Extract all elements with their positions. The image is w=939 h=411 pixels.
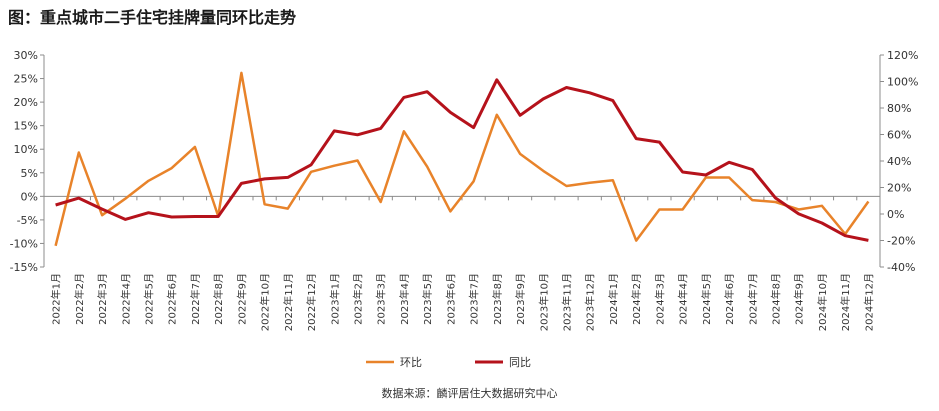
- right-y-tick-label: 120%: [887, 49, 918, 62]
- x-tick-label: 2024年3月: [653, 273, 666, 325]
- right-y-tick-label: -40%: [887, 261, 915, 274]
- left-y-tick-label: 0%: [21, 190, 38, 203]
- x-tick-label: 2022年7月: [189, 273, 202, 325]
- x-tick-label: 2022年4月: [119, 273, 132, 325]
- right-y-tick-label: 80%: [887, 102, 911, 115]
- x-tick-label: 2024年12月: [862, 273, 875, 331]
- x-tick-label: 2022年11月: [282, 273, 295, 331]
- axes-layer: [40, 54, 884, 268]
- x-tick-label: 2024年2月: [630, 273, 643, 325]
- x-tick-label: 2023年7月: [468, 273, 481, 325]
- series-lines: [54, 71, 870, 247]
- x-tick-label: 2023年11月: [561, 273, 574, 331]
- x-tick-label: 2024年7月: [746, 273, 759, 325]
- left-y-tick-label: -5%: [17, 214, 38, 227]
- x-tick-label: 2023年4月: [398, 273, 411, 325]
- x-tick-label: 2023年2月: [352, 273, 365, 325]
- x-tick-label: 2022年5月: [143, 273, 156, 325]
- x-tick-label: 2022年8月: [212, 273, 225, 325]
- x-tick-label: 2024年4月: [677, 273, 690, 325]
- right-y-tick-label: 0%: [887, 208, 904, 221]
- legend-label-mom: 环比: [400, 356, 422, 369]
- x-tick-label: 2024年10月: [816, 273, 829, 331]
- x-tick-label: 2024年6月: [723, 273, 736, 325]
- x-tick-label: 2022年9月: [235, 273, 248, 325]
- x-tick-labels: 2022年1月 2022年2月 2022年3月 2022年4月 2022年5月 2022年…: [50, 273, 876, 331]
- x-tick-label: 2022年6月: [166, 273, 179, 325]
- left-y-tick-label: 10%: [14, 143, 38, 156]
- chart-title: 图：重点城市二手住宅挂牌量同环比走势: [8, 8, 297, 27]
- x-tick-label: 2023年6月: [444, 273, 457, 325]
- right-y-tick-label: 20%: [887, 182, 911, 195]
- x-tick-label: 2022年10月: [259, 273, 272, 331]
- x-tick-label: 2024年5月: [700, 273, 713, 325]
- x-tick-label: 2023年8月: [491, 273, 504, 325]
- left-y-tick-label: 25%: [14, 73, 38, 86]
- left-y-tick-label: -10%: [10, 237, 38, 250]
- x-tick-label: 2023年3月: [375, 273, 388, 325]
- x-tick-label: 2022年2月: [73, 273, 86, 325]
- left-y-tick-labels: -15% -10% -5% 0% 5% 10% 15% 20% 25% 30%: [10, 49, 38, 274]
- left-y-tick-label: 5%: [21, 167, 38, 180]
- right-y-tick-labels: -40% -20% 0% 20% 40% 60% 80% 100% 120%: [887, 49, 918, 274]
- x-tick-label: 2023年9月: [514, 273, 527, 325]
- x-tick-label: 2023年10月: [537, 273, 550, 331]
- x-tick-label: 2023年1月: [328, 273, 341, 325]
- right-y-tick-label: 60%: [887, 129, 911, 142]
- right-y-tick-label: -20%: [887, 235, 915, 248]
- x-tick-label: 2023年12月: [584, 273, 597, 331]
- x-tick-label: 2024年9月: [793, 273, 806, 325]
- right-y-tick-label: 100%: [887, 76, 918, 89]
- source-note: 数据来源：麟评居住大数据研究中心: [381, 387, 558, 400]
- left-y-tick-label: 15%: [14, 120, 38, 133]
- x-tick-label: 2022年12月: [305, 273, 318, 331]
- series-line-yoy: [55, 78, 869, 242]
- legend-label-yoy: 同比: [509, 356, 531, 369]
- right-y-tick-label: 40%: [887, 155, 911, 168]
- x-tick-label: 2022年3月: [96, 273, 109, 325]
- x-tick-label: 2024年1月: [607, 273, 620, 325]
- x-tick-label: 2023年5月: [421, 273, 434, 325]
- series-line-mom: [54, 71, 870, 247]
- legend: 环比 同比: [366, 356, 531, 369]
- x-tick-label: 2022年1月: [50, 273, 63, 325]
- left-y-tick-label: 20%: [14, 96, 38, 109]
- left-y-tick-label: -15%: [10, 261, 38, 274]
- x-tick-label: 2024年8月: [770, 273, 783, 325]
- left-y-tick-label: 30%: [14, 49, 38, 62]
- x-tick-label: 2024年11月: [839, 273, 852, 331]
